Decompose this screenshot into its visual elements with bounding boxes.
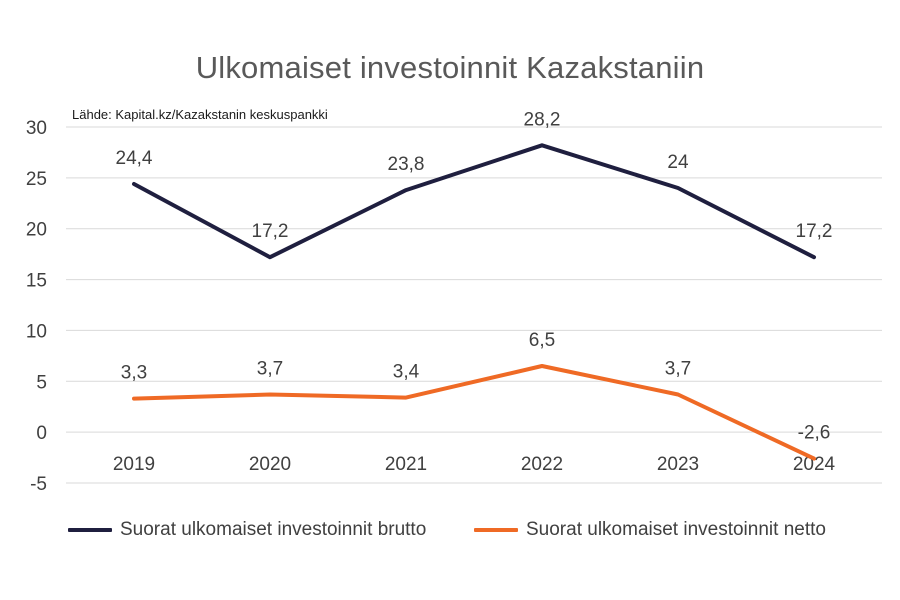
x-tick-label: 2021 <box>385 454 427 475</box>
x-tick-label: 2019 <box>113 454 155 475</box>
y-tick-label: -5 <box>30 474 47 495</box>
data-label: 17,2 <box>252 221 289 242</box>
data-label: -2,6 <box>798 423 831 444</box>
x-tick-label: 2023 <box>657 454 699 475</box>
y-tick-label: 5 <box>36 372 47 393</box>
x-tick-label: 2024 <box>793 454 836 475</box>
y-tick-label: 20 <box>26 220 47 241</box>
series-line-brutto <box>132 143 816 260</box>
data-label: 28,2 <box>524 109 561 130</box>
data-label: 17,2 <box>796 221 833 242</box>
data-label: 23,8 <box>388 154 425 175</box>
series-line-netto <box>132 364 816 461</box>
chart-source-note: Lähde: Kapital.kz/Kazakstanin keskuspank… <box>72 107 328 122</box>
x-tick-label: 2022 <box>521 454 563 475</box>
data-label: 3,4 <box>393 362 420 383</box>
y-tick-label: 25 <box>26 169 47 190</box>
legend-swatch-netto <box>474 528 518 532</box>
data-label: 3,7 <box>257 359 283 380</box>
legend-label-netto: Suorat ulkomaiset investoinnit netto <box>526 519 826 540</box>
x-tick-label: 2020 <box>249 454 291 475</box>
data-label: 3,3 <box>121 363 147 384</box>
legend-label-brutto: Suorat ulkomaiset investoinnit brutto <box>120 519 427 540</box>
legend-swatch-brutto <box>68 528 112 532</box>
legend-item-netto: Suorat ulkomaiset investoinnit netto <box>474 519 826 541</box>
data-label: 3,7 <box>665 359 691 380</box>
data-label: 24,4 <box>116 148 153 169</box>
y-tick-label: 10 <box>26 321 47 342</box>
data-label: 6,5 <box>529 330 555 351</box>
y-tick-label: 30 <box>26 118 47 139</box>
y-tick-label: 0 <box>36 423 47 444</box>
data-label: 24 <box>667 152 689 173</box>
chart-title: Ulkomaiset investoinnit Kazakstaniin <box>195 50 705 85</box>
legend-item-brutto: Suorat ulkomaiset investoinnit brutto <box>68 519 426 541</box>
y-tick-label: 15 <box>26 271 47 292</box>
